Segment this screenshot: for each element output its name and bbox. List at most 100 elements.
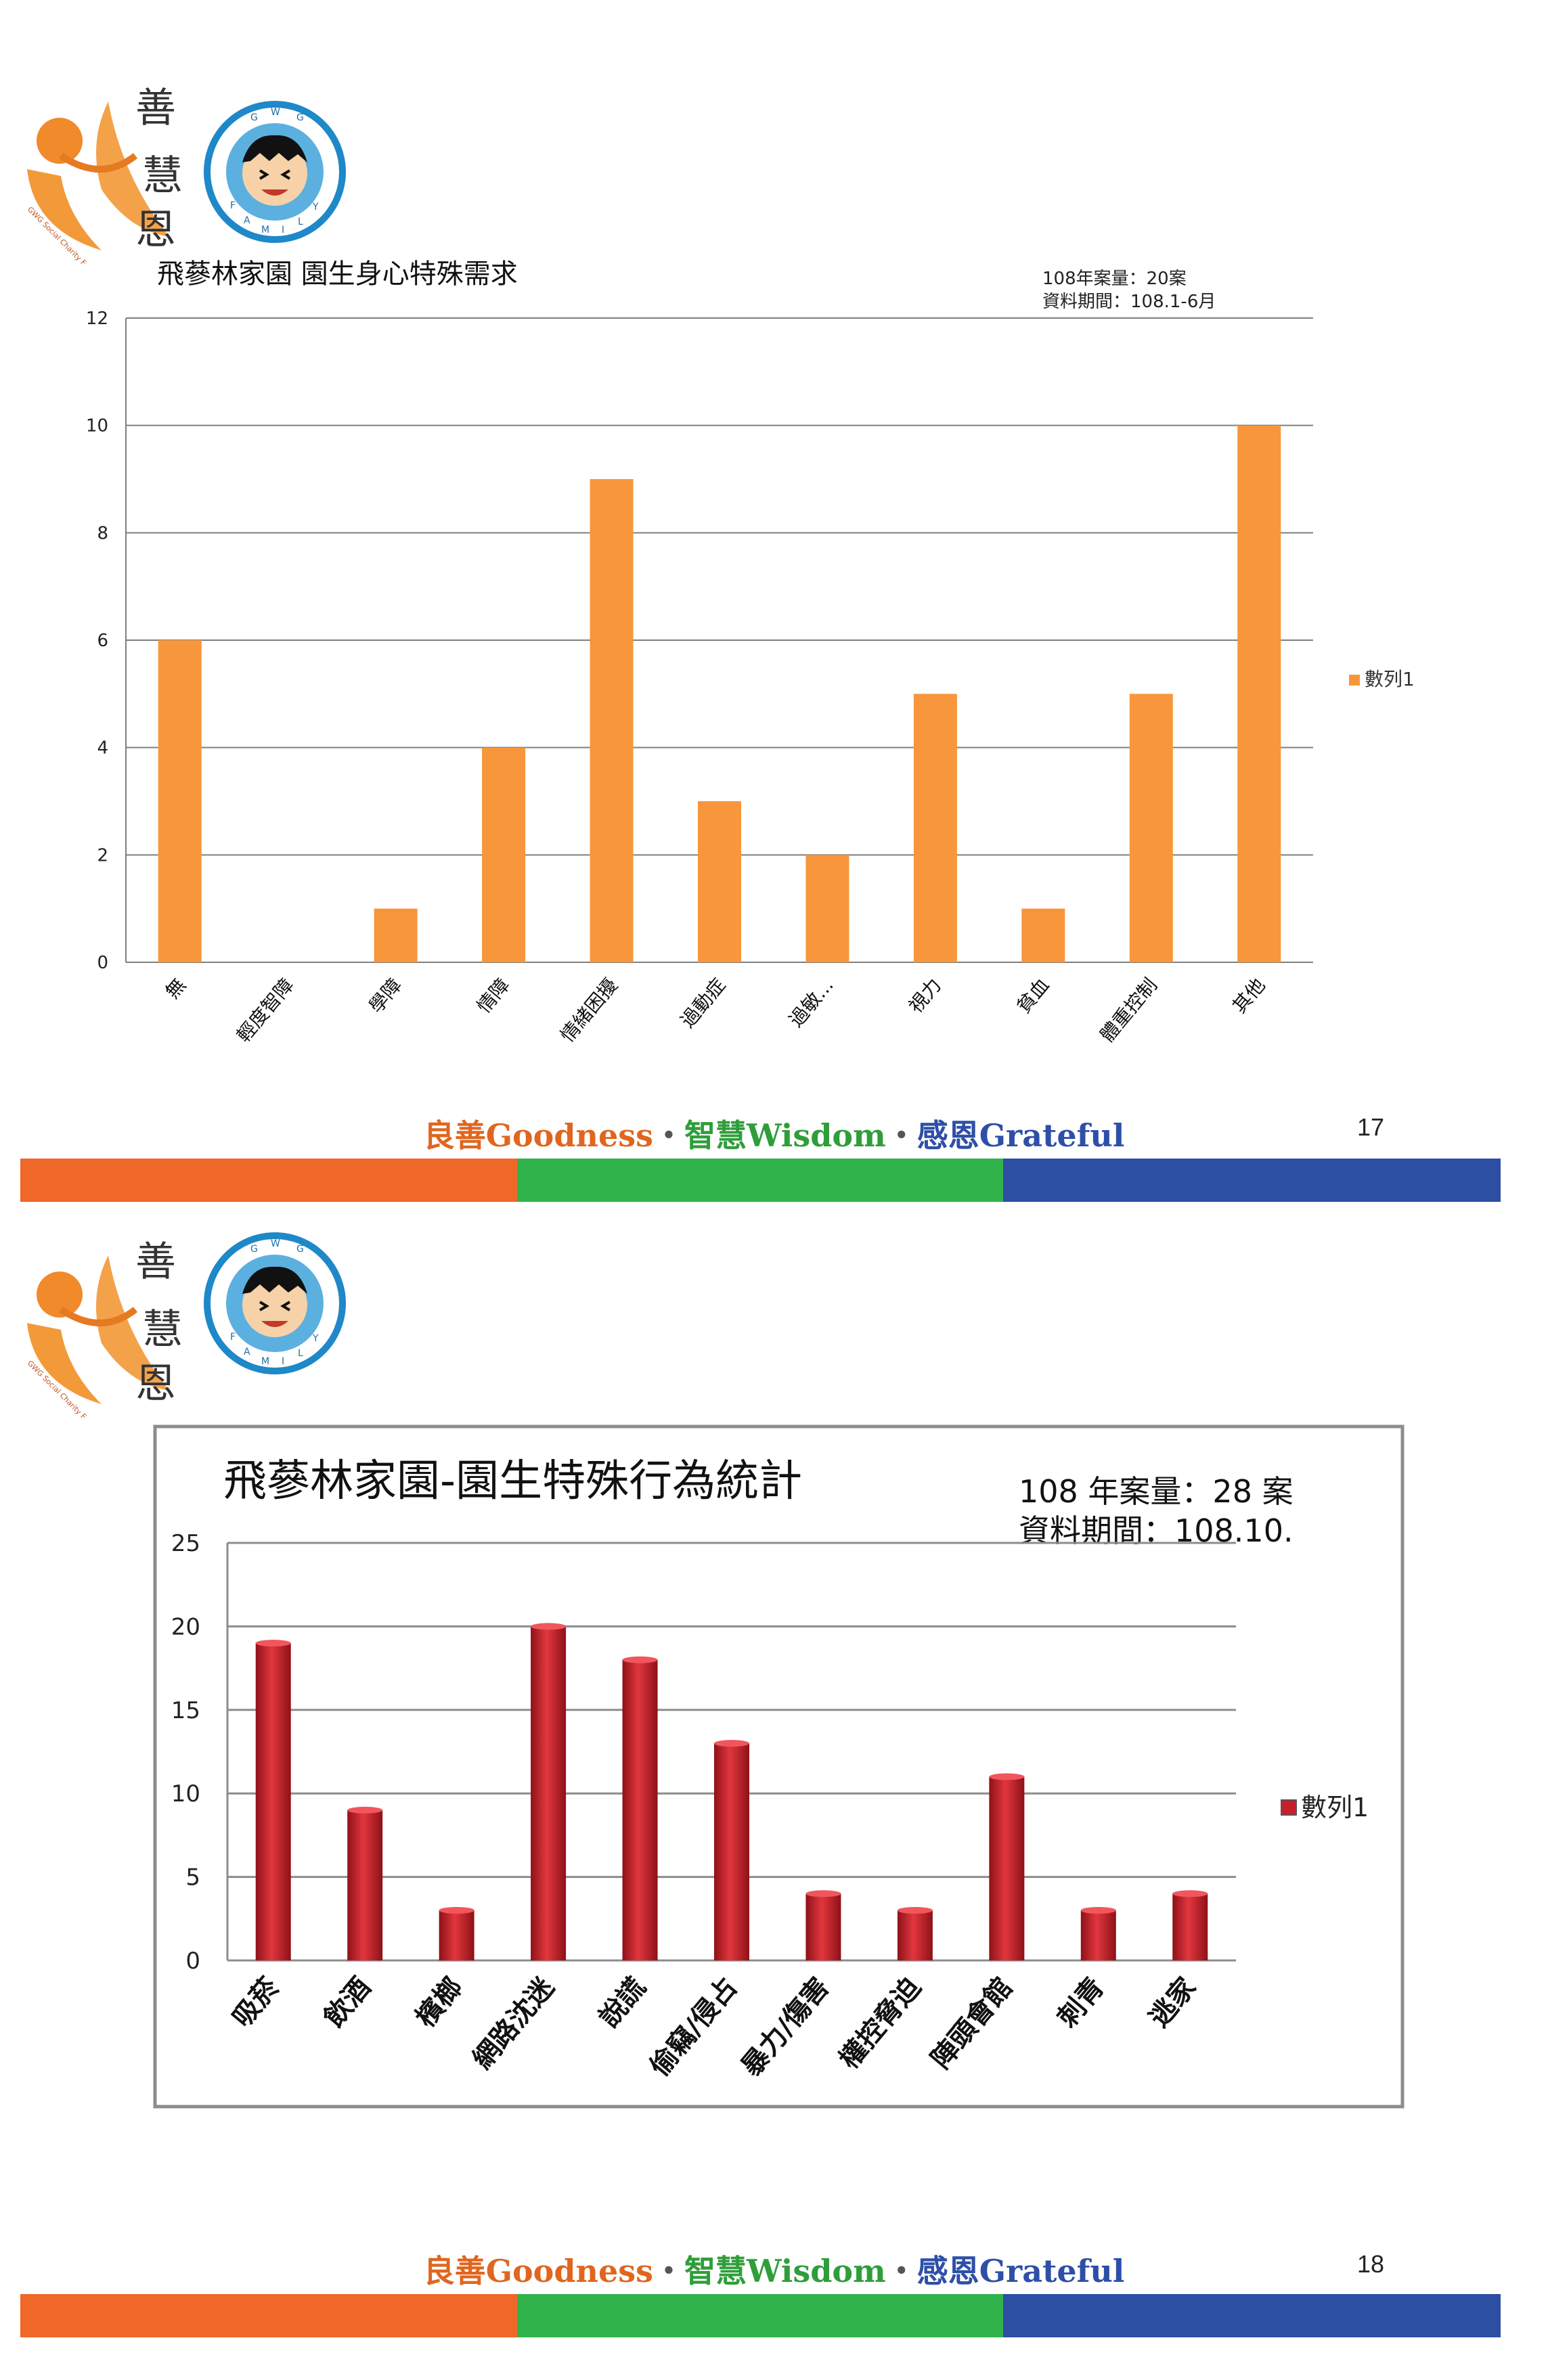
bar: [805, 855, 849, 962]
legend-swatch: [1281, 1799, 1297, 1816]
bar: [590, 479, 634, 962]
family-face-icon: G W G F A M I L Y: [204, 101, 346, 243]
svg-text:Y: Y: [312, 1333, 319, 1344]
page-number: 18: [1357, 2250, 1385, 2278]
svg-text:W: W: [271, 107, 280, 118]
svg-text:恩: 恩: [135, 206, 176, 254]
bar: [531, 1626, 567, 1960]
svg-text:I: I: [282, 225, 284, 235]
y-tick-label: 12: [86, 309, 108, 329]
slogan: 良善Goodness・智慧Wisdom・感恩Grateful: [423, 2253, 1125, 2289]
bar-top: [989, 1773, 1025, 1780]
y-tick-label: 15: [171, 1697, 200, 1724]
slogan-goodness: 良善Goodness: [423, 2253, 654, 2289]
y-tick-label: 10: [86, 416, 108, 436]
legend-swatch: [1349, 675, 1360, 686]
y-tick-label: 6: [97, 631, 108, 651]
footer-bar-orange: [20, 2294, 517, 2337]
svg-text:A: A: [244, 215, 250, 226]
y-tick-label: 0: [185, 1948, 200, 1975]
svg-text:M: M: [261, 1356, 269, 1367]
slogan-grateful: 感恩Grateful: [916, 2253, 1125, 2289]
svg-text:F: F: [230, 200, 236, 211]
y-tick-label: 10: [171, 1780, 200, 1808]
bar-top: [1172, 1890, 1208, 1898]
legend-label: 數列1: [1365, 668, 1415, 690]
svg-text:I: I: [282, 1356, 284, 1367]
x-tick-label: 體重控制: [1096, 974, 1162, 1046]
bar: [1129, 694, 1173, 962]
bar: [805, 1893, 841, 1960]
svg-text:恩: 恩: [135, 1360, 176, 1408]
slogan-wisdom: 智慧Wisdom: [684, 1117, 886, 1154]
bar-top: [1080, 1906, 1116, 1914]
bar-top: [531, 1623, 567, 1630]
foundation-logo: 善 慧 恩 GWG Social Charity Foundation: [20, 74, 196, 294]
svg-text:G: G: [296, 1244, 304, 1255]
case-count-note: 108年案量：20案: [1042, 269, 1187, 289]
bar: [374, 908, 418, 962]
bar: [1172, 1893, 1208, 1960]
svg-text:W: W: [271, 1238, 280, 1249]
x-tick-label: 輕度智障: [232, 974, 298, 1046]
bar: [897, 1910, 933, 1960]
annotation-box: [995, 1468, 1313, 1556]
svg-text:G: G: [250, 112, 258, 123]
family-badge: G W G F A M I L Y: [203, 1232, 347, 1375]
x-tick-label: 學障: [365, 974, 406, 1017]
chart-title: 飛蔘林家園 園生身心特殊需求: [157, 259, 518, 290]
logo-char-shan: 善: [135, 85, 176, 132]
svg-text:F: F: [230, 1332, 236, 1343]
bar: [1237, 425, 1281, 962]
x-tick-label: 過敏...: [784, 974, 837, 1031]
svg-text:Y: Y: [312, 202, 319, 212]
bar: [347, 1810, 383, 1960]
slogan: 良善Goodness・智慧Wisdom・感恩Grateful: [423, 1117, 1125, 1154]
x-tick-label: 情緒困擾: [556, 974, 622, 1046]
family-badge: G W G F A M I L Y: [203, 100, 347, 244]
bar-top: [255, 1640, 291, 1647]
y-tick-label: 20: [171, 1613, 200, 1640]
bar: [989, 1776, 1025, 1960]
bar: [439, 1910, 474, 1960]
footer-bar-blue: [1003, 2294, 1501, 2337]
y-tick-label: 8: [97, 523, 108, 543]
bar: [1080, 1910, 1116, 1960]
svg-text:善: 善: [135, 1238, 176, 1286]
bar-top: [347, 1806, 383, 1814]
bar: [255, 1643, 291, 1960]
y-tick-label: 2: [97, 845, 108, 866]
bar: [158, 640, 202, 962]
footer-bar-blue: [1003, 1159, 1501, 1202]
footer-bar-orange: [20, 1159, 517, 1202]
svg-text:L: L: [298, 217, 303, 227]
x-tick-label: 貧血: [1012, 974, 1053, 1017]
slogan-grateful: 感恩Grateful: [916, 1117, 1125, 1154]
bar: [698, 801, 741, 962]
bar-top: [805, 1890, 841, 1898]
svg-text:L: L: [298, 1348, 303, 1359]
case-count-note: 108 年案量：28 案: [1019, 1473, 1293, 1510]
foundation-logo: 善 慧 恩 GWG Social Charity Foundation: [20, 1228, 196, 1447]
page-number: 17: [1357, 1113, 1385, 1141]
bar-top: [714, 1740, 749, 1747]
legend-label: 數列1: [1301, 1793, 1369, 1822]
special-behavior-bar-chart: 飛蔘林家園-園生特殊行為統計 108 年案量：28 案 資料期間：108.10.…: [153, 1424, 1405, 2109]
bar: [913, 694, 957, 962]
footer-bar-green: [517, 2294, 1003, 2337]
bar-top: [897, 1906, 933, 1914]
bar: [1021, 908, 1065, 962]
svg-text:G: G: [250, 1244, 258, 1255]
bar-top: [622, 1656, 658, 1663]
bar: [714, 1743, 749, 1960]
hands-logo-icon: 善 慧 恩 GWG Social Charity Foundation: [26, 85, 183, 294]
bar-top: [439, 1906, 474, 1914]
svg-text:G: G: [296, 112, 304, 123]
svg-text:A: A: [244, 1347, 250, 1357]
family-face-icon: G W G F A M I L Y: [204, 1232, 346, 1374]
special-needs-bar-chart: 飛蔘林家園 園生身心特殊需求 108年案量：20案 資料期間：108.1-6月 …: [86, 259, 1415, 1046]
footer-bar-green: [517, 1159, 1003, 1202]
x-tick-label: 過動症: [676, 974, 730, 1032]
x-tick-label: 其他: [1228, 974, 1269, 1017]
slogan-goodness: 良善Goodness: [423, 1117, 654, 1154]
